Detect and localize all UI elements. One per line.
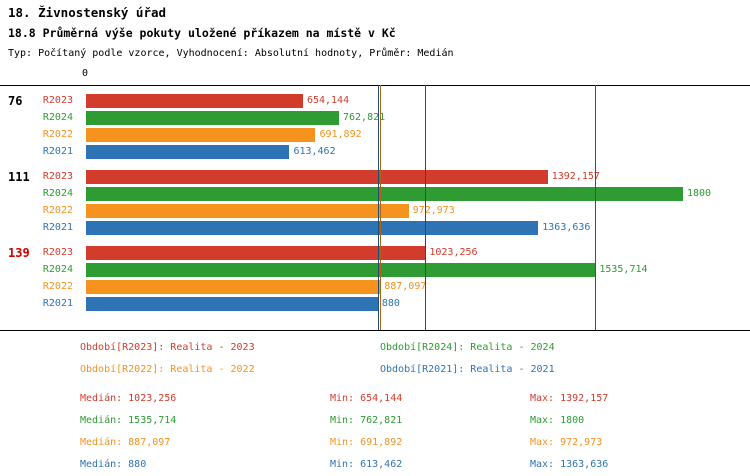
legend-item-r2022: Období[R2022]: Realita - 2022 xyxy=(80,364,255,375)
axis-line-top xyxy=(0,85,750,86)
bar-139-r2023 xyxy=(86,246,426,260)
series-label-r2022: R2022 xyxy=(42,281,73,292)
group-label-76: 76 xyxy=(8,94,23,108)
bar-76-r2023 xyxy=(86,94,303,108)
stat-max-r2022: Max: 972,973 xyxy=(530,437,603,448)
series-label-r2023: R2023 xyxy=(42,95,73,106)
axis-line-bottom xyxy=(0,330,750,331)
stat-min-r2023: Min: 654,144 xyxy=(330,393,403,404)
stat-min-r2021: Min: 613,462 xyxy=(330,459,403,470)
bar-value-label: 1363,636 xyxy=(542,222,591,233)
series-label-r2024: R2024 xyxy=(42,112,73,123)
group-label-111: 111 xyxy=(8,170,30,184)
bar-111-r2023 xyxy=(86,170,548,184)
bar-111-r2022 xyxy=(86,204,409,218)
page-title: 18. Živnostenský úřad xyxy=(8,5,167,20)
series-label-r2021: R2021 xyxy=(42,146,73,157)
median-line-r2023 xyxy=(425,85,426,330)
legend-item-r2021: Období[R2021]: Realita - 2021 xyxy=(380,364,555,375)
bar-value-label: 691,892 xyxy=(319,129,362,140)
stat-min-r2024: Min: 762,821 xyxy=(330,415,403,426)
series-label-r2021: R2021 xyxy=(42,222,73,233)
median-line-r2022 xyxy=(380,85,381,330)
stat-max-r2021: Max: 1363,636 xyxy=(530,459,609,470)
stat-row-r2023: Medián: 1023,256 Min: 654,144 Max: 1392,15… xyxy=(0,393,750,405)
bar-value-label: 654,144 xyxy=(306,95,350,106)
bar-111-r2024 xyxy=(86,187,683,201)
stat-row-r2021: Medián: 880 Min: 613,462 Max: 1363,636 xyxy=(0,459,750,471)
stat-max-r2024: Max: 1800 xyxy=(530,415,585,426)
chart-meta-line: Typ: Počítaný podle vzorce, Vyhodnocení:… xyxy=(8,48,454,59)
legend-item-r2024: Období[R2024]: Realita - 2024 xyxy=(380,342,555,353)
bar-value-label: 613,462 xyxy=(293,146,336,157)
median-line-r2021 xyxy=(378,85,379,330)
stat-median-r2023: Medián: 1023,256 xyxy=(80,393,177,404)
chart-subtitle: 18.8 Průměrná výše pokuty uložené příkaz… xyxy=(8,26,396,40)
bar-value-label: 1535,714 xyxy=(599,264,648,275)
bar-value-label: 887,097 xyxy=(384,281,427,292)
stat-median-r2024: Medián: 1535,714 xyxy=(80,415,177,426)
series-label-r2024: R2024 xyxy=(42,188,73,199)
stat-min-r2022: Min: 691,892 xyxy=(330,437,403,448)
bar-value-label: 1392,157 xyxy=(551,171,600,182)
median-line-r2024 xyxy=(595,85,596,330)
series-label-r2023: R2023 xyxy=(42,247,73,258)
bar-chart-plot-area: 76 R2023 654,144 R2024 762,821 R2022 691,892 R2… xyxy=(0,85,750,330)
bar-value-label: 1800 xyxy=(687,188,712,199)
stat-row-r2022: Medián: 887,097 Min: 691,892 Max: 972,973 xyxy=(0,437,750,449)
legend-item-r2023: Období[R2023]: Realita - 2023 xyxy=(80,342,255,353)
series-label-r2023: R2023 xyxy=(42,171,73,182)
bar-value-label: 762,821 xyxy=(343,112,386,123)
group-label-139: 139 xyxy=(8,246,30,260)
stat-median-r2021: Medián: 880 xyxy=(80,459,147,470)
bar-76-r2022 xyxy=(86,128,316,142)
stat-median-r2022: Medián: 887,097 xyxy=(80,437,171,448)
bar-139-r2022 xyxy=(86,280,381,294)
bar-139-r2024 xyxy=(86,263,596,277)
bar-111-r2021 xyxy=(86,221,539,235)
series-label-r2024: R2024 xyxy=(42,264,73,275)
stat-row-r2024: Medián: 1535,714 Min: 762,821 Max: 1800 xyxy=(0,415,750,427)
series-label-r2022: R2022 xyxy=(42,129,73,140)
bar-76-r2021 xyxy=(86,145,290,159)
bar-value-label: 880 xyxy=(381,298,400,309)
series-label-r2021: R2021 xyxy=(42,298,73,309)
bar-76-r2024 xyxy=(86,111,339,125)
bar-value-label: 1023,256 xyxy=(429,247,478,258)
bar-value-label: 972,973 xyxy=(412,205,455,216)
bar-139-r2021 xyxy=(86,297,378,311)
series-label-r2022: R2022 xyxy=(42,205,73,216)
x-axis-zero-label: 0 xyxy=(82,68,89,79)
stat-max-r2023: Max: 1392,157 xyxy=(530,393,609,404)
